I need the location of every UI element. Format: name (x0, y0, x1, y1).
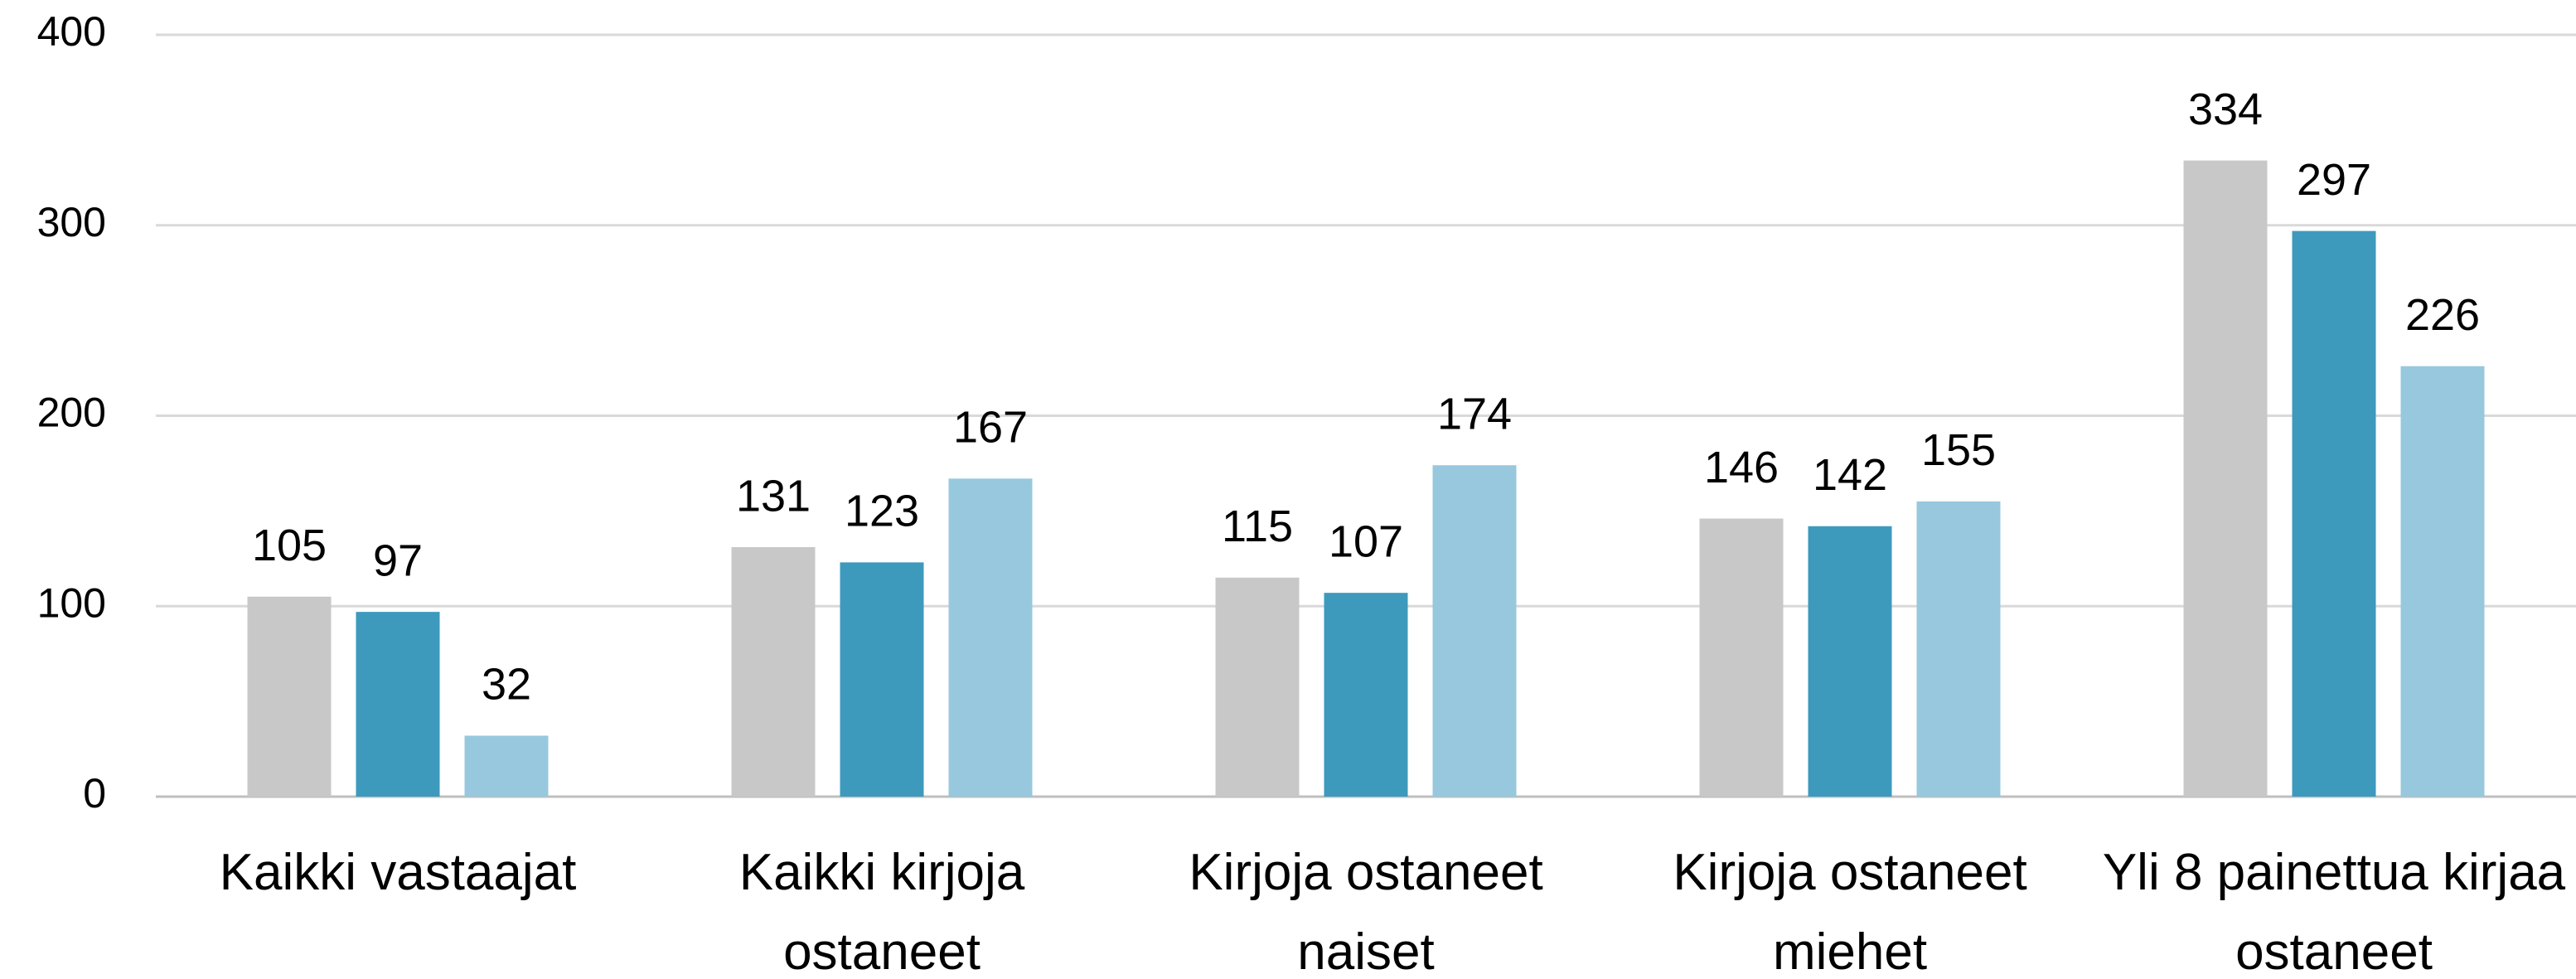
x-tick-label: Yli 8 painettua kirjaa ostaneet (2102, 844, 2566, 979)
bar (1916, 501, 2001, 797)
x-tick-label: Kaikki vastaajat (219, 844, 577, 901)
value-label: 226 (2405, 290, 2480, 340)
bar (247, 596, 332, 797)
value-label: 334 (2188, 85, 2263, 134)
bar (1699, 518, 1784, 797)
value-label: 115 (1222, 502, 1293, 551)
value-label: 174 (1437, 390, 1512, 439)
value-label: 297 (2297, 155, 2371, 205)
bar (1808, 526, 1892, 797)
x-tick-label: Kaikki kirjoja ostaneet (738, 844, 1025, 979)
y-tick-label: 0 (83, 770, 106, 817)
bar (1324, 593, 1408, 797)
y-tick-label: 300 (37, 199, 106, 245)
value-label: 123 (845, 487, 919, 536)
value-label: 142 (1813, 450, 1887, 500)
bar (2292, 230, 2376, 797)
value-label: 105 (252, 521, 327, 570)
value-label: 32 (482, 660, 531, 710)
y-tick-label: 400 (37, 8, 106, 55)
y-tick-label: 200 (37, 390, 106, 436)
x-tick-label: Kirjoja ostaneet miehet (1673, 844, 2027, 979)
value-label: 155 (1921, 425, 1996, 475)
x-tick-label: Kirjoja ostaneet naiset (1189, 844, 1543, 979)
bar (840, 562, 924, 797)
bar (2400, 366, 2485, 797)
value-label: 97 (373, 536, 423, 585)
bar (2183, 160, 2268, 797)
value-label: 167 (953, 403, 1028, 453)
bar (948, 478, 1033, 797)
bar (1215, 577, 1300, 797)
value-label: 146 (1704, 443, 1779, 492)
value-label: 107 (1329, 516, 1403, 566)
value-label: 131 (736, 471, 811, 521)
bar (1432, 465, 1517, 797)
bar (731, 547, 816, 797)
bar (464, 735, 549, 797)
y-tick-label: 100 (37, 579, 106, 626)
bar (356, 612, 440, 797)
